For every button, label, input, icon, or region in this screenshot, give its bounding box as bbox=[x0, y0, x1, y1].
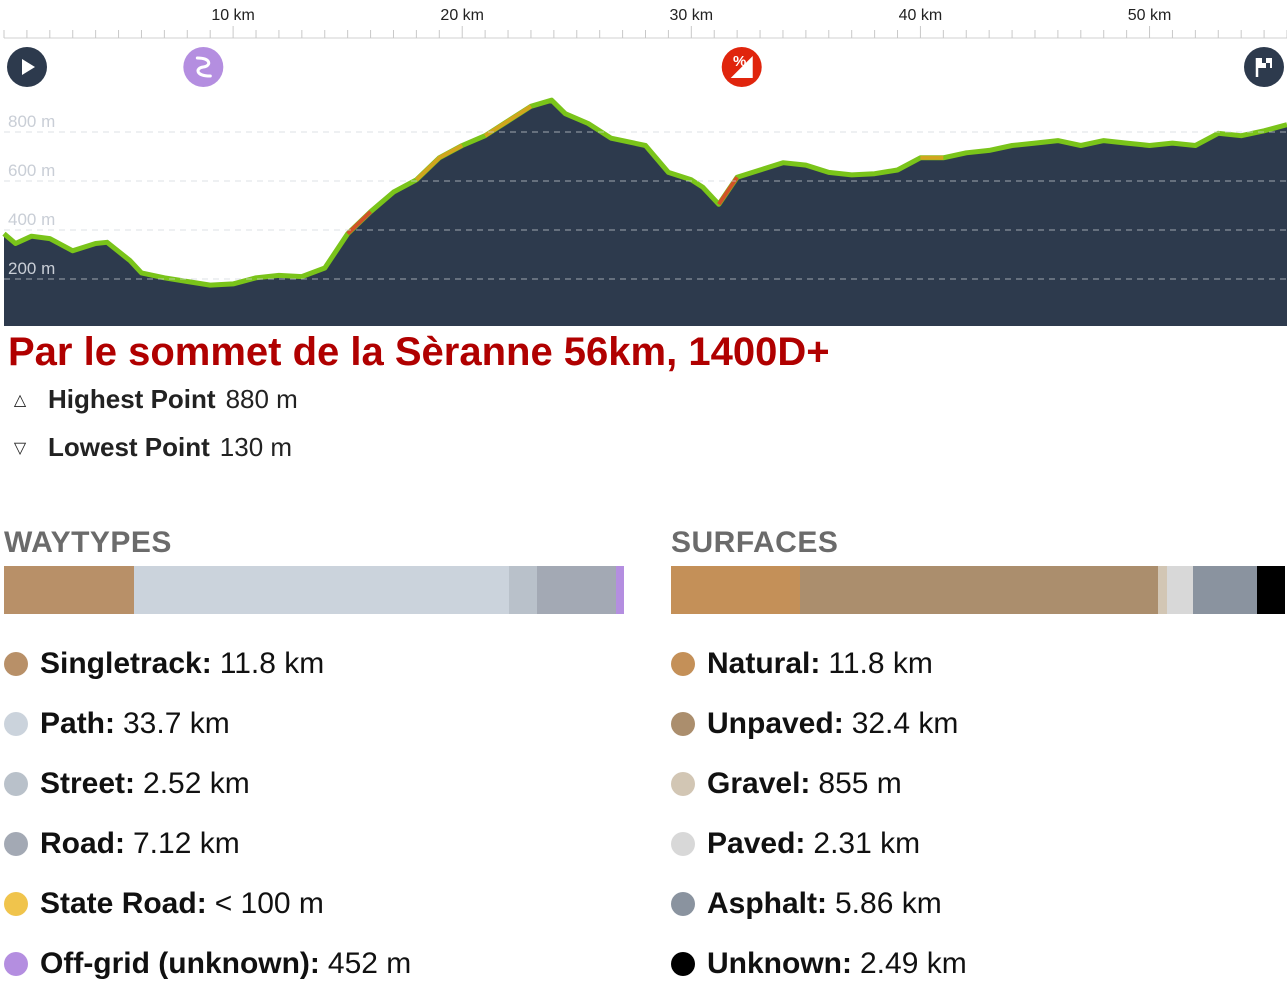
waytypes-bar-segment[interactable] bbox=[4, 566, 135, 614]
elevation-profile[interactable]: 10 km 20 km 30 km 40 km 50 km 800 m 600 m 400 … bbox=[0, 0, 1287, 330]
highest-point-value: 880 m bbox=[225, 384, 298, 414]
surfaces-legend-label: Asphalt: bbox=[707, 887, 827, 920]
surfaces-bar-segment[interactable] bbox=[1256, 566, 1285, 614]
waytypes-bar-segment[interactable] bbox=[508, 566, 537, 614]
surfaces-legend-value: 32.4 km bbox=[851, 707, 959, 740]
waytypes-legend-label: Singletrack: bbox=[40, 647, 212, 680]
grade-segment bbox=[346, 210, 372, 236]
waytypes-legend-value: 2.52 km bbox=[143, 767, 250, 800]
color-dot-icon bbox=[671, 652, 695, 676]
waytypes-bar-segment[interactable] bbox=[134, 566, 509, 614]
surfaces-legend-value: 5.86 km bbox=[835, 887, 942, 920]
waytypes-legend-value: 452 m bbox=[327, 947, 412, 980]
distance-ruler: 10 km 20 km 30 km 40 km 50 km bbox=[3, 7, 1287, 39]
surfaces-legend: Natural: 11.8 km Unpaved: 32.4 km Gravel: 855… bbox=[671, 634, 967, 994]
surfaces-legend-value: 2.31 km bbox=[813, 827, 921, 860]
surfaces-bar-segment[interactable] bbox=[671, 566, 801, 614]
grade-segment bbox=[484, 104, 532, 138]
waytypes-legend-label: Road: bbox=[40, 827, 125, 860]
color-dot-icon bbox=[4, 832, 28, 856]
surfaces-legend-value: 11.8 km bbox=[828, 647, 933, 680]
surfaces-legend-value: 855 m bbox=[818, 767, 902, 800]
color-dot-icon bbox=[4, 892, 28, 916]
waytypes-bar-segment[interactable] bbox=[615, 566, 624, 614]
distance-tick-label: 40 km bbox=[899, 7, 943, 24]
waytypes-legend-item[interactable]: Off-grid (unknown): 452 m bbox=[4, 934, 411, 994]
surfaces-legend-label: Natural: bbox=[707, 647, 821, 680]
curvy-road-icon[interactable] bbox=[183, 47, 224, 87]
distance-tick-label: 10 km bbox=[211, 7, 255, 24]
elevation-tick-label: 600 m bbox=[8, 161, 55, 180]
surfaces-legend-item[interactable]: Asphalt: 5.86 km bbox=[671, 874, 967, 934]
elevation-tick-label: 400 m bbox=[8, 210, 55, 229]
grade-segment bbox=[717, 176, 739, 206]
grade-segment bbox=[415, 143, 464, 182]
elevation-tick-label: 200 m bbox=[8, 259, 55, 278]
waytypes-legend-value: 7.12 km bbox=[133, 827, 240, 860]
surfaces-legend-item[interactable]: Unpaved: 32.4 km bbox=[671, 694, 967, 754]
elevation-area bbox=[2, 97, 1287, 326]
surfaces-legend-value: 2.49 km bbox=[859, 947, 967, 980]
waytypes-legend-value: 11.8 km bbox=[219, 647, 325, 680]
waytypes-legend: Singletrack: 11.8 km Path: 33.7 km Street: 2.… bbox=[4, 634, 411, 994]
waytypes-legend-value: 33.7 km bbox=[123, 707, 230, 740]
waytypes-legend-item[interactable]: Road: 7.12 km bbox=[4, 814, 411, 874]
surfaces-bar-segment[interactable] bbox=[800, 566, 1158, 614]
up-triangle-icon: △ bbox=[13, 391, 27, 409]
surfaces-legend-item[interactable]: Natural: 11.8 km bbox=[671, 634, 967, 694]
color-dot-icon bbox=[4, 712, 28, 736]
tour-title: Par le sommet de la Sèranne 56km, 1400D+ bbox=[8, 330, 830, 374]
surfaces-bar[interactable] bbox=[671, 566, 1287, 614]
down-triangle-icon: ▽ bbox=[13, 439, 27, 457]
waytypes-legend-label: Off-grid (unknown): bbox=[40, 947, 320, 980]
color-dot-icon bbox=[4, 772, 28, 796]
waytypes-bar[interactable] bbox=[4, 566, 624, 614]
route-markers[interactable]: % bbox=[7, 47, 1284, 87]
lowest-point-label: Lowest Point bbox=[48, 432, 210, 462]
svg-text:%: % bbox=[733, 53, 746, 70]
surfaces-legend-item[interactable]: Unknown: 2.49 km bbox=[671, 934, 967, 994]
lowest-point-value: 130 m bbox=[219, 432, 293, 462]
waytypes-legend-label: Street: bbox=[40, 767, 136, 800]
surfaces-legend-item[interactable]: Gravel: 855 m bbox=[671, 754, 967, 814]
elevation-line bbox=[2, 97, 1287, 288]
color-dot-icon bbox=[671, 952, 695, 976]
elevation-gridlines: 800 m 600 m 400 m 200 m bbox=[4, 112, 1287, 280]
color-dot-icon bbox=[671, 892, 695, 916]
waytypes-legend-item[interactable]: Singletrack: 11.8 km bbox=[4, 634, 411, 694]
steep-grade-icon[interactable]: % bbox=[721, 47, 762, 87]
elevation-tick-label: 800 m bbox=[8, 112, 55, 131]
start-icon[interactable] bbox=[7, 47, 47, 87]
lowest-point-stat: ▽ Lowest Point 130 m bbox=[8, 432, 292, 463]
distance-tick-label: 50 km bbox=[1128, 7, 1172, 24]
waytypes-legend-item[interactable]: State Road: < 100 m bbox=[4, 874, 411, 934]
waytypes-legend-label: State Road: bbox=[40, 887, 207, 920]
waytypes-heading: WAYTYPES bbox=[4, 526, 172, 559]
surfaces-bar-segment[interactable] bbox=[1192, 566, 1257, 614]
surfaces-legend-label: Unpaved: bbox=[707, 707, 844, 740]
surfaces-heading: SURFACES bbox=[671, 526, 839, 559]
surfaces-legend-label: Paved: bbox=[707, 827, 806, 860]
waytypes-legend-value: < 100 m bbox=[214, 887, 324, 920]
distance-tick-label: 20 km bbox=[440, 7, 484, 24]
surfaces-legend-item[interactable]: Paved: 2.31 km bbox=[671, 814, 967, 874]
waytypes-legend-item[interactable]: Path: 33.7 km bbox=[4, 694, 411, 754]
highest-point-stat: △ Highest Point 880 m bbox=[8, 384, 298, 415]
waytypes-bar-segment[interactable] bbox=[536, 566, 616, 614]
waytypes-legend-item[interactable]: Street: 2.52 km bbox=[4, 754, 411, 814]
color-dot-icon bbox=[671, 772, 695, 796]
color-dot-icon bbox=[4, 952, 28, 976]
finish-flag-icon[interactable] bbox=[1244, 47, 1284, 87]
waytypes-legend-label: Path: bbox=[40, 707, 115, 740]
color-dot-icon bbox=[671, 832, 695, 856]
distance-tick-label: 30 km bbox=[670, 7, 714, 24]
highest-point-label: Highest Point bbox=[48, 384, 216, 414]
color-dot-icon bbox=[4, 652, 28, 676]
surfaces-legend-label: Gravel: bbox=[707, 767, 811, 800]
color-dot-icon bbox=[671, 712, 695, 736]
surfaces-bar-segment[interactable] bbox=[1166, 566, 1193, 614]
surfaces-bar-segment[interactable] bbox=[1157, 566, 1167, 614]
elevation-fill bbox=[4, 100, 1287, 326]
surfaces-legend-label: Unknown: bbox=[707, 947, 852, 980]
